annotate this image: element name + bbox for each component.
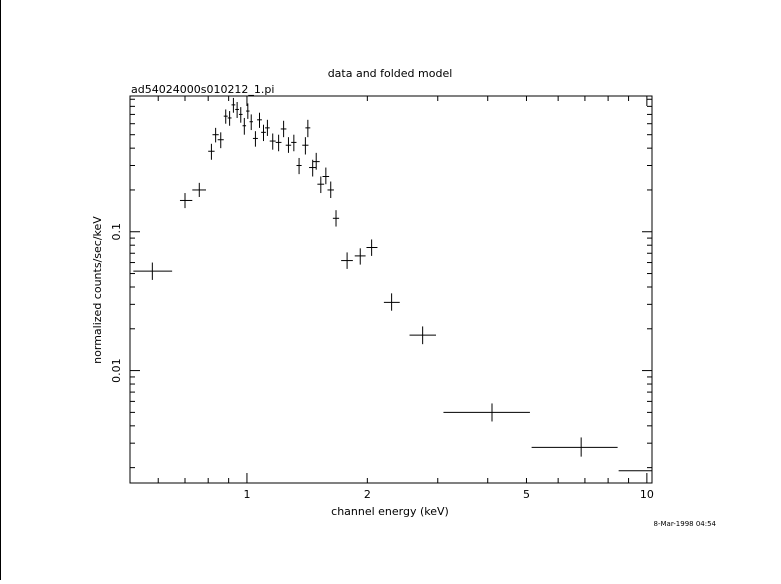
axis-ticks — [130, 96, 652, 483]
x-tick-label: 1 — [243, 488, 250, 501]
timestamp: 8-Mar-1998 04:54 — [654, 520, 717, 528]
chart-subtitle: ad54024000s010212_1.pi — [131, 83, 274, 96]
data-point — [443, 403, 530, 422]
data-point — [246, 103, 250, 119]
data-point — [305, 119, 311, 138]
x-axis-label: channel energy (keV) — [331, 505, 449, 518]
window-edge — [0, 0, 1, 580]
plot-frame — [129, 95, 653, 484]
data-point — [265, 119, 270, 136]
data-point — [366, 239, 378, 256]
x-tick-label: 10 — [640, 488, 654, 501]
data-point — [341, 252, 353, 269]
data-point — [192, 182, 207, 197]
data-point — [208, 143, 215, 160]
data-point — [332, 210, 340, 227]
data-point — [227, 111, 232, 126]
data-point — [257, 112, 262, 128]
data-point — [242, 117, 247, 135]
data-point — [235, 102, 239, 118]
data-point — [309, 159, 317, 177]
data-point — [354, 248, 366, 265]
data-point — [409, 326, 437, 345]
data-point — [312, 152, 320, 170]
chart-title: data and folded model — [328, 67, 453, 80]
data-point — [296, 157, 302, 175]
data-point — [249, 114, 253, 131]
data-point — [322, 167, 330, 185]
data-point — [179, 193, 193, 209]
y-axis-label: normalized counts/sec/keV — [91, 216, 104, 364]
data-point — [302, 137, 309, 155]
data-point — [531, 437, 618, 457]
data-point — [269, 133, 276, 150]
data-point — [291, 134, 297, 152]
data-point — [327, 181, 334, 199]
y-tick-label: 0.1 — [110, 223, 123, 241]
y-tick-label: 0.01 — [110, 358, 123, 383]
data-point — [252, 131, 258, 147]
data-point — [280, 120, 287, 138]
data-point — [383, 293, 400, 311]
data-point — [238, 107, 243, 123]
x-tick-label: 5 — [523, 488, 530, 501]
data-point — [133, 262, 173, 280]
data-point — [217, 132, 224, 149]
data-point — [231, 97, 236, 113]
x-tick-label: 2 — [364, 488, 371, 501]
data-point — [212, 127, 219, 143]
data-point — [275, 134, 282, 152]
data-point — [223, 109, 228, 124]
data-point — [285, 137, 292, 153]
data-point — [261, 124, 266, 142]
tick-labels: 1 2 5 10 0.01 0.1 — [110, 223, 654, 501]
data-point — [317, 176, 325, 194]
data-points — [133, 97, 652, 472]
